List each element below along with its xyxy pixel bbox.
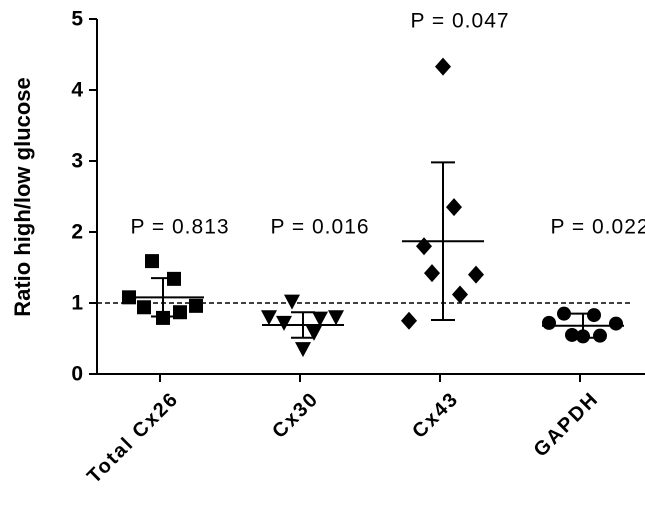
y-tick-label: 3: [71, 150, 83, 173]
x-tick-label: GAPDH: [530, 388, 604, 462]
data-point: [328, 310, 344, 326]
data-point: [593, 328, 607, 343]
error-bar: [151, 277, 175, 318]
data-point: [137, 300, 151, 315]
error-bar: [571, 312, 595, 339]
data-point: [468, 265, 484, 284]
x-tick-label: Cx30: [268, 388, 323, 443]
data-point: [435, 57, 451, 76]
y-tick-label: 1: [71, 292, 83, 315]
data-point: [587, 308, 601, 323]
y-axis-label: Ratio high/low glucose: [10, 77, 35, 317]
data-point: [609, 316, 623, 331]
data-point: [284, 294, 300, 310]
data-point: [542, 315, 556, 330]
data-point: [312, 311, 328, 327]
data-point: [446, 198, 462, 217]
annotation: P = 0.022: [550, 216, 645, 239]
x-tick-label: Cx43: [408, 388, 463, 443]
y-tick-label: 0: [71, 363, 83, 386]
y-tick-label: 4: [71, 79, 83, 102]
data-point: [452, 285, 468, 304]
annotation: P = 0.813: [130, 216, 229, 239]
data-point: [145, 254, 159, 269]
data-point: [416, 237, 432, 256]
data-point: [173, 305, 187, 320]
data-point: [276, 315, 292, 331]
data-point: [295, 342, 311, 358]
annotation: P = 0.016: [270, 216, 369, 239]
data-point: [261, 310, 277, 326]
data-point: [189, 298, 203, 313]
data-point: [306, 325, 322, 341]
x-tick-label: Total Cx26: [83, 388, 183, 488]
error-bar: [291, 311, 315, 339]
y-tick-label: 2: [71, 221, 83, 244]
data-point: [156, 310, 170, 325]
data-point: [401, 311, 417, 330]
error-bar: [431, 161, 455, 322]
annotation: P = 0.047: [410, 10, 509, 33]
y-tick-label: 5: [71, 8, 83, 31]
data-point: [557, 306, 571, 321]
data-point: [424, 264, 440, 283]
